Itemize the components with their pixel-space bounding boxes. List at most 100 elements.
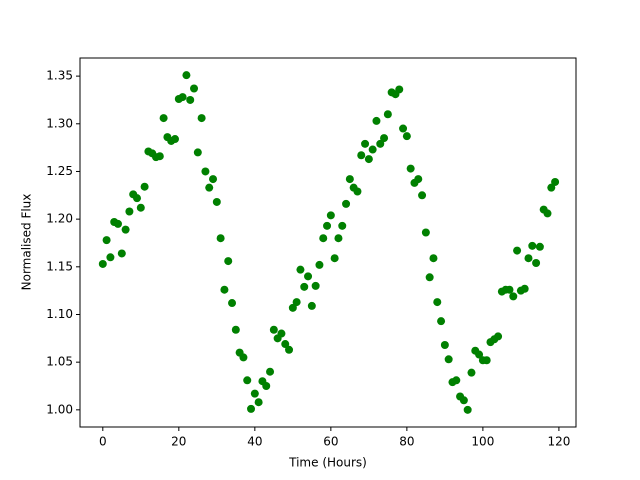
point: [444, 355, 453, 364]
point: [216, 234, 225, 243]
y-tick-label: 1.20: [46, 212, 73, 226]
point: [121, 225, 130, 234]
point: [353, 187, 362, 196]
point: [117, 249, 126, 258]
point: [98, 259, 107, 268]
point: [285, 345, 294, 354]
point: [414, 175, 423, 184]
point: [361, 139, 370, 148]
x-tick-label: 60: [323, 435, 338, 449]
point: [505, 285, 514, 294]
point: [262, 382, 271, 390]
point: [338, 221, 347, 230]
point: [425, 273, 434, 282]
x-tick-label: 40: [247, 435, 262, 449]
point: [452, 376, 461, 385]
point: [190, 84, 199, 93]
point: [532, 259, 541, 267]
point: [326, 211, 335, 220]
x-tick-label: 120: [547, 435, 570, 449]
point: [345, 175, 354, 184]
y-tick-label: 1.25: [46, 164, 73, 178]
plot-frame: [79, 57, 577, 428]
point: [323, 221, 332, 230]
point: [300, 282, 309, 291]
point: [269, 325, 278, 334]
point: [178, 93, 187, 102]
point: [209, 175, 218, 184]
point: [277, 329, 286, 338]
point: [239, 353, 248, 362]
point: [330, 254, 339, 263]
point: [102, 236, 111, 245]
y-tick-label: 1.35: [46, 69, 73, 83]
point: [224, 257, 233, 266]
point: [421, 228, 430, 237]
x-tick-label: 80: [399, 435, 414, 449]
point: [509, 292, 518, 301]
point: [220, 285, 229, 294]
point: [547, 183, 556, 192]
x-tick-label: 20: [171, 435, 186, 449]
point: [292, 298, 301, 307]
point: [125, 207, 134, 216]
y-tick-label: 1.30: [46, 116, 73, 130]
point: [182, 71, 191, 80]
y-tick-label: 1.00: [46, 402, 73, 416]
point: [205, 183, 214, 192]
point: [247, 404, 256, 413]
point: [520, 284, 529, 293]
point: [524, 254, 533, 263]
point: [228, 299, 237, 308]
point: [475, 350, 484, 359]
point: [440, 341, 449, 349]
point: [197, 114, 206, 123]
point: [315, 260, 324, 269]
point: [296, 265, 305, 274]
point: [254, 398, 263, 407]
point: [368, 145, 377, 154]
point: [528, 241, 537, 250]
y-tick-label: 1.05: [46, 355, 73, 369]
point: [459, 396, 468, 405]
point: [418, 191, 427, 200]
point: [494, 332, 503, 341]
point: [380, 134, 389, 143]
point: [171, 135, 180, 144]
point: [406, 164, 415, 173]
point: [231, 325, 240, 334]
y-tick-label: 1.10: [46, 307, 73, 321]
point: [399, 124, 408, 133]
point: [543, 209, 552, 218]
y-tick-label: 1.15: [46, 259, 73, 273]
point: [376, 139, 385, 148]
point: [140, 182, 149, 191]
y-axis-label: Normalised Flux: [20, 194, 34, 291]
point: [467, 368, 476, 377]
point: [193, 148, 202, 157]
point: [201, 167, 210, 176]
point: [383, 110, 392, 119]
point: [281, 340, 290, 349]
x-axis-label: Time (Hours): [288, 456, 367, 470]
point: [551, 177, 560, 186]
point: [402, 132, 411, 141]
point: [250, 389, 259, 398]
point: [155, 152, 164, 161]
point: [106, 253, 115, 262]
x-tick-label: 100: [471, 435, 494, 449]
point: [437, 317, 446, 326]
point: [186, 95, 195, 104]
point: [342, 199, 351, 208]
point: [212, 197, 221, 206]
point: [372, 116, 381, 125]
point: [334, 234, 343, 243]
point: [136, 203, 145, 212]
point: [288, 303, 297, 312]
point: [114, 219, 123, 228]
point: [395, 85, 404, 94]
point: [319, 234, 328, 243]
point: [482, 356, 491, 365]
point: [304, 272, 313, 281]
